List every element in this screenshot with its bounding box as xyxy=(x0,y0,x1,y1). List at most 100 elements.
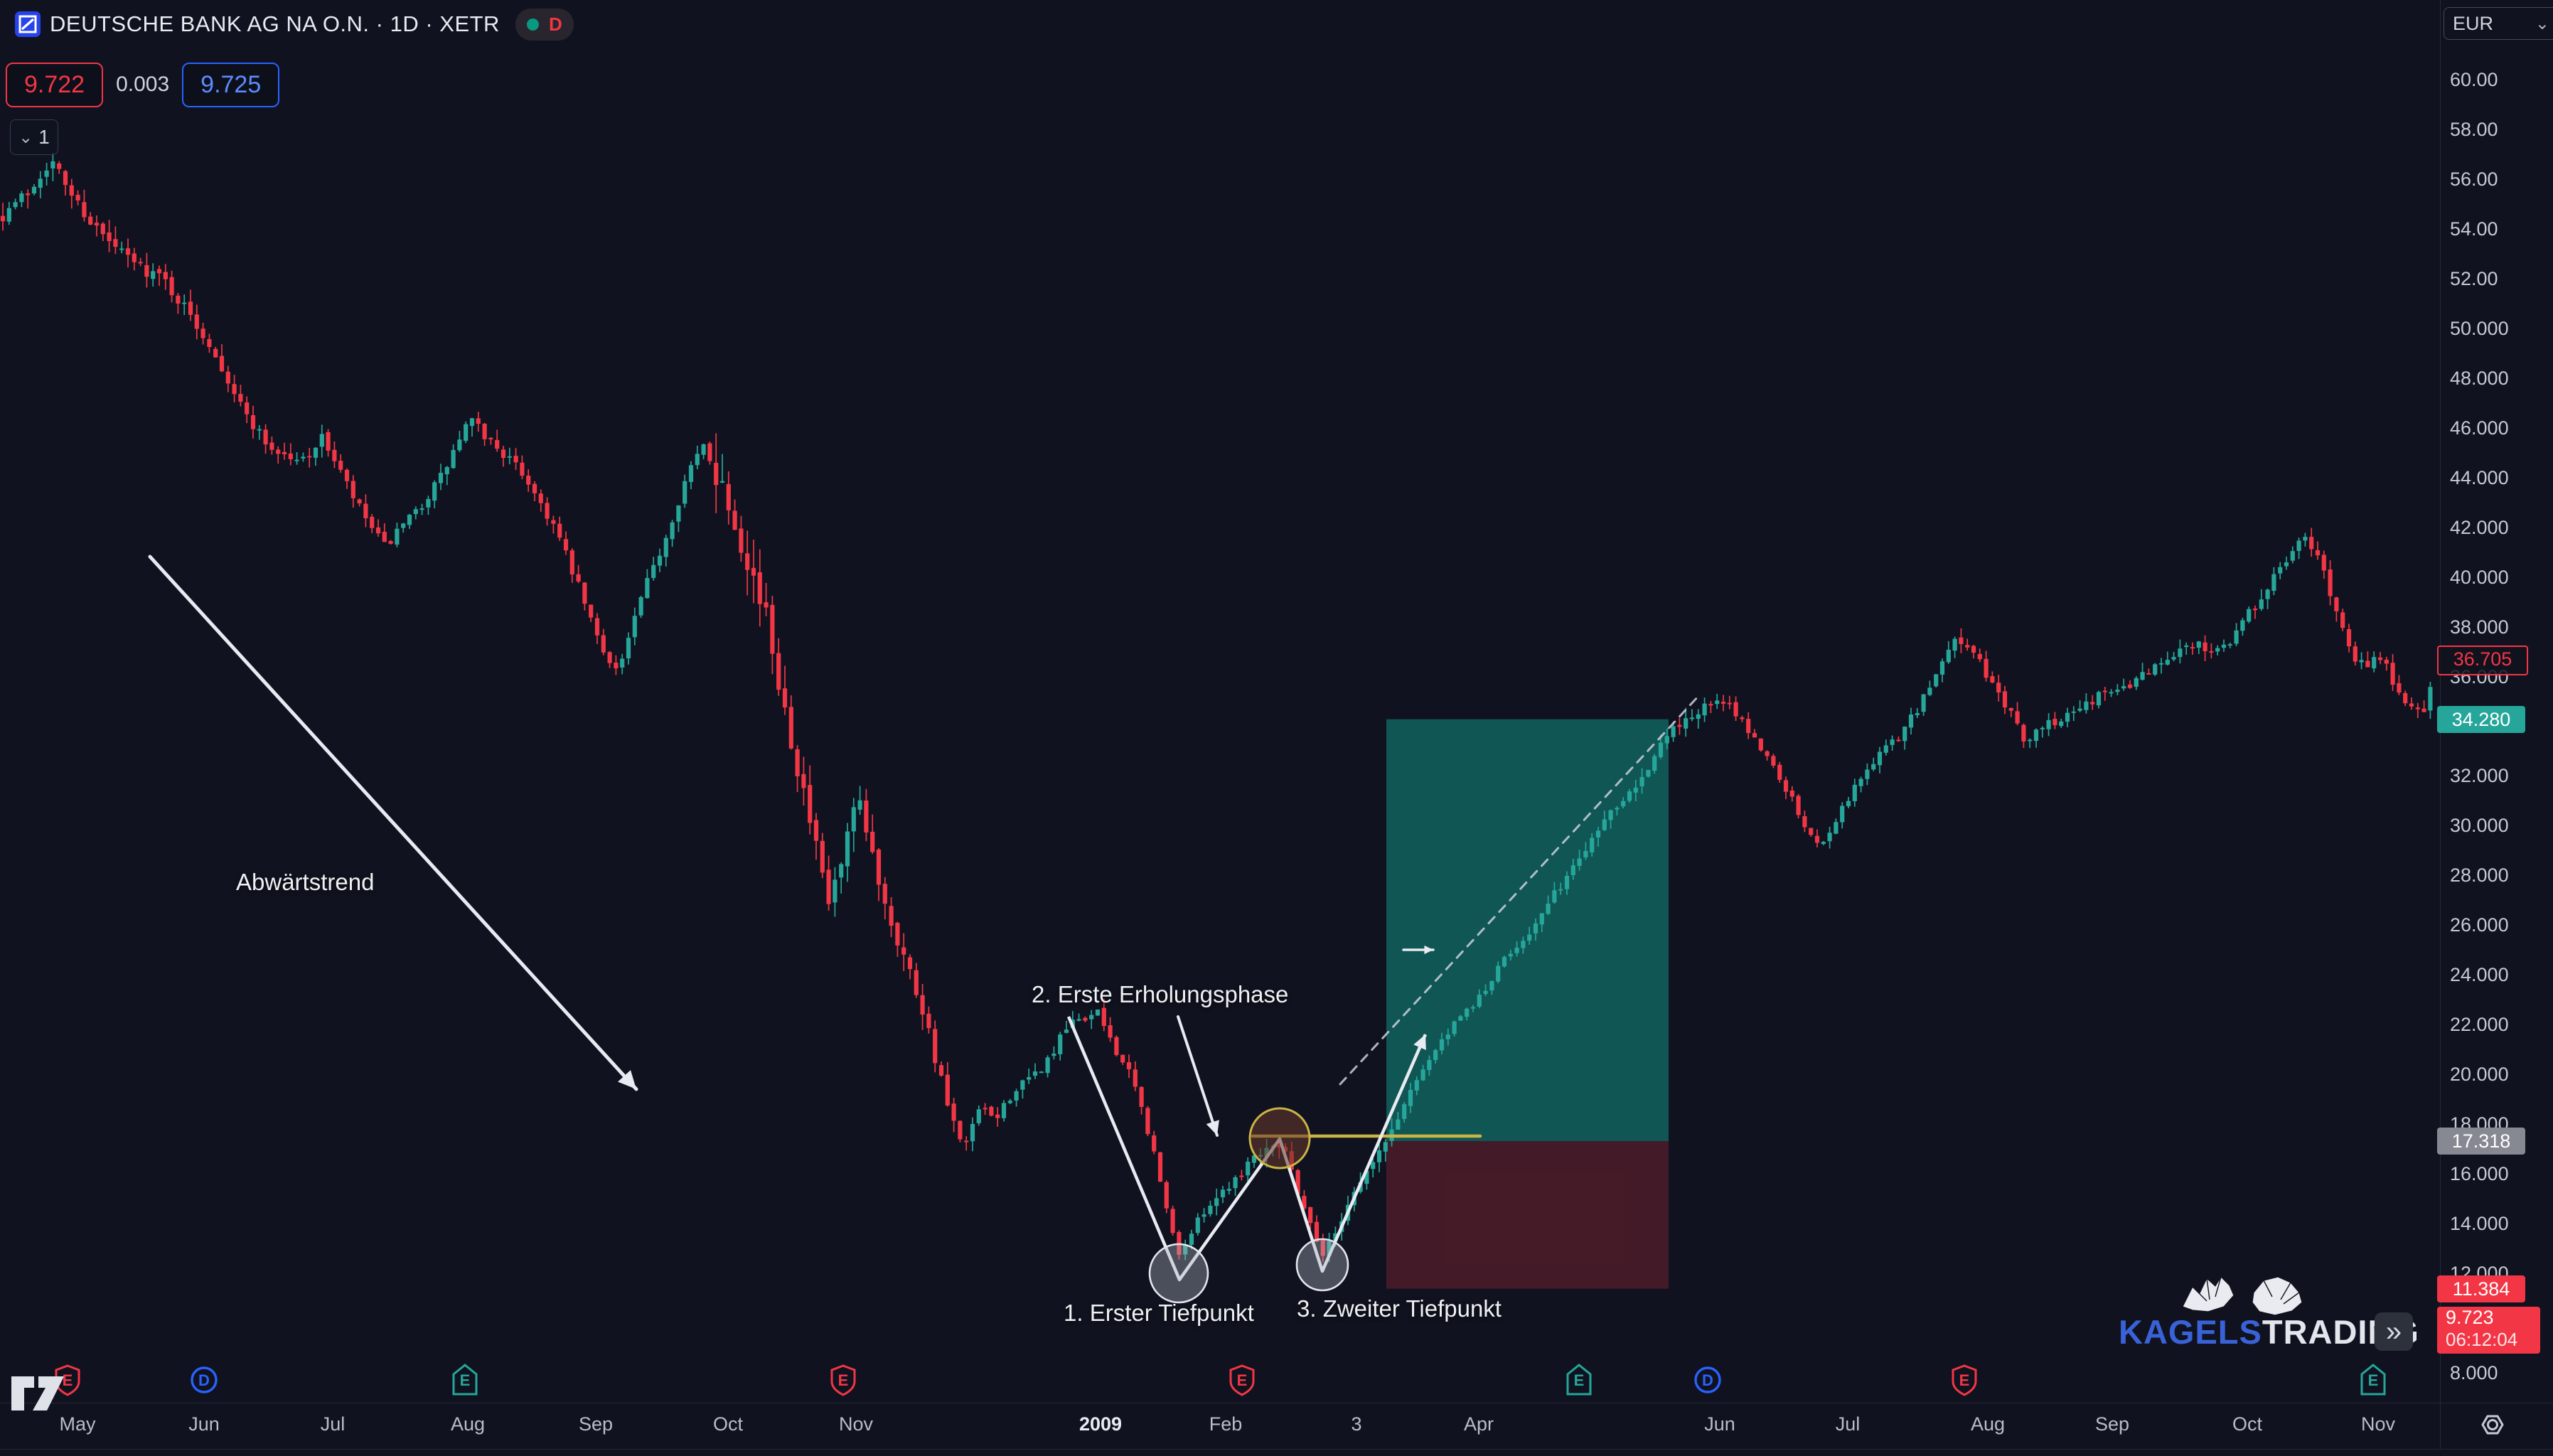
buy-price-button[interactable]: 9.725 xyxy=(182,62,280,107)
chevron-down-icon: ⌄ xyxy=(18,127,33,147)
low-point-circle[interactable] xyxy=(1295,1238,1349,1292)
chevron-down-icon: ⌄ xyxy=(2535,14,2549,33)
downtrend-label[interactable]: Abwärtstrend xyxy=(236,869,375,895)
dividend-badge-icon[interactable]: D xyxy=(1692,1363,1723,1397)
earnings-badge-icon[interactable]: E xyxy=(2357,1363,2389,1397)
time-tick-label: Jul xyxy=(1835,1413,1861,1435)
bid-ask-row: 9.722 0.003 9.725 xyxy=(6,60,280,109)
status-pill[interactable]: D xyxy=(515,8,574,41)
price-tick-label: 52.00 xyxy=(2450,267,2498,289)
time-tick-label: Apr xyxy=(1463,1413,1494,1435)
price-tick-label: 54.00 xyxy=(2450,218,2498,240)
price-tag: 34.280 xyxy=(2437,705,2525,733)
price-tick-label: 50.000 xyxy=(2450,317,2509,339)
price-tick-label: 16.000 xyxy=(2450,1163,2509,1185)
svg-text:E: E xyxy=(2368,1371,2379,1389)
svg-text:E: E xyxy=(838,1371,849,1389)
time-tick-label: Feb xyxy=(1209,1413,1243,1435)
recovery-phase-label[interactable]: 2. Erste Erholungsphase xyxy=(1032,981,1289,1007)
dividend-badge-icon[interactable]: D xyxy=(188,1363,220,1397)
price-tick-label: 58.00 xyxy=(2450,118,2498,140)
symbol-title[interactable]: DEUTSCHE BANK AG NA O.N. · 1D · XETR xyxy=(50,11,500,36)
first-low-label[interactable]: 1. Erster Tiefpunkt xyxy=(1064,1300,1254,1326)
time-tick-label: Sep xyxy=(578,1413,614,1435)
axis-settings-gear-icon[interactable] xyxy=(2478,1410,2507,1439)
price-tick-label: 38.000 xyxy=(2450,616,2509,638)
interval-label: 1 xyxy=(38,126,50,148)
countdown-timer: 06:12:04 xyxy=(2446,1328,2518,1350)
price-tick-label: 20.000 xyxy=(2450,1064,2509,1086)
price-tick-label: 40.000 xyxy=(2450,566,2509,588)
time-tick-label: Jun xyxy=(1704,1413,1735,1435)
svg-text:E: E xyxy=(1237,1371,1248,1389)
currency-label: EUR xyxy=(2453,12,2494,34)
price-tick-label: 44.000 xyxy=(2450,466,2509,488)
delayed-data-badge: D xyxy=(548,13,562,35)
market-status-icon xyxy=(526,18,539,31)
earnings-badge-icon[interactable]: E xyxy=(1563,1363,1595,1397)
second-low-label[interactable]: 3. Zweiter Tiefpunkt xyxy=(1297,1295,1502,1322)
price-tick-label: 28.000 xyxy=(2450,864,2509,887)
price-tick-label: 60.00 xyxy=(2450,69,2498,90)
header: DEUTSCHE BANK AG NA O.N. · 1D · XETR D xyxy=(14,8,574,41)
svg-text:E: E xyxy=(1959,1371,1970,1389)
tradingview-logo-icon[interactable] xyxy=(10,1366,70,1413)
price-tick-label: 56.00 xyxy=(2450,168,2498,190)
price-tick-label: 46.000 xyxy=(2450,417,2509,439)
earnings-badge-icon[interactable]: E xyxy=(1226,1363,1258,1397)
price-tick-label: 22.000 xyxy=(2450,1014,2509,1036)
price-tick-label: 14.000 xyxy=(2450,1213,2509,1235)
time-tick-label: Jul xyxy=(320,1413,346,1435)
time-tick-label: Nov xyxy=(838,1413,874,1435)
time-tick-label: Sep xyxy=(2094,1413,2130,1435)
price-tick-label: 32.000 xyxy=(2450,765,2509,787)
profit-zone[interactable] xyxy=(1386,719,1669,1142)
svg-text:E: E xyxy=(460,1371,471,1389)
price-tick-label: 30.000 xyxy=(2450,815,2509,837)
svg-text:D: D xyxy=(198,1371,210,1389)
time-tick-label: 3 xyxy=(1351,1413,1362,1435)
brand-kagels: KAGELS xyxy=(2119,1313,2262,1351)
time-tick-label: Jun xyxy=(188,1413,220,1435)
svg-text:D: D xyxy=(1702,1371,1713,1389)
loss-zone[interactable] xyxy=(1386,1141,1669,1289)
time-tick-label: 2009 xyxy=(1079,1413,1123,1435)
time-axis-bottom-border xyxy=(0,1449,2553,1450)
price-tick-label: 8.000 xyxy=(2450,1361,2498,1383)
price-tag: 9.723 06:12:04 xyxy=(2437,1306,2540,1354)
deutsche-bank-logo-icon xyxy=(15,11,41,37)
low-point-circle[interactable] xyxy=(1148,1243,1209,1304)
price-tick-label: 26.000 xyxy=(2450,914,2509,936)
recovery-peak-circle[interactable] xyxy=(1248,1107,1311,1169)
price-tick-label: 48.000 xyxy=(2450,367,2509,389)
candlestick-series[interactable] xyxy=(0,152,2433,1263)
time-tick-label: May xyxy=(59,1413,96,1435)
price-tick-label: 42.000 xyxy=(2450,516,2509,538)
plot-area[interactable] xyxy=(0,152,2433,1304)
price-tick-label: 24.000 xyxy=(2450,964,2509,986)
svg-text:E: E xyxy=(63,1371,73,1389)
sell-price-button[interactable]: 9.722 xyxy=(6,62,104,107)
bull-and-bear-icon xyxy=(2182,1276,2303,1317)
svg-text:E: E xyxy=(1574,1371,1585,1389)
earnings-badge-icon[interactable]: E xyxy=(1949,1363,1980,1397)
interval-button[interactable]: ⌄ 1 xyxy=(10,119,58,155)
price-tag: 36.705 xyxy=(2437,645,2528,675)
time-tick-label: Oct xyxy=(2232,1413,2263,1435)
chart-drawings[interactable] xyxy=(148,555,1701,1304)
currency-button[interactable]: EUR ⌄ xyxy=(2444,7,2553,40)
kagels-trading-watermark: KAGELSTRADING xyxy=(2119,1312,2419,1351)
collapse-panel-button[interactable]: » xyxy=(2375,1312,2413,1351)
price-tag: 11.384 xyxy=(2437,1275,2525,1302)
double-chevron-right-icon: » xyxy=(2385,1315,2402,1347)
price-tag: 17.318 xyxy=(2437,1128,2525,1155)
time-tick-label: Nov xyxy=(2360,1413,2396,1435)
time-tick-label: Aug xyxy=(450,1413,486,1435)
spread-value: 0.003 xyxy=(116,73,170,96)
earnings-badge-icon[interactable]: E xyxy=(449,1363,481,1397)
time-tick-label: Oct xyxy=(712,1413,744,1435)
time-tick-label: Aug xyxy=(1970,1413,2006,1435)
earnings-badge-icon[interactable]: E xyxy=(828,1363,859,1397)
